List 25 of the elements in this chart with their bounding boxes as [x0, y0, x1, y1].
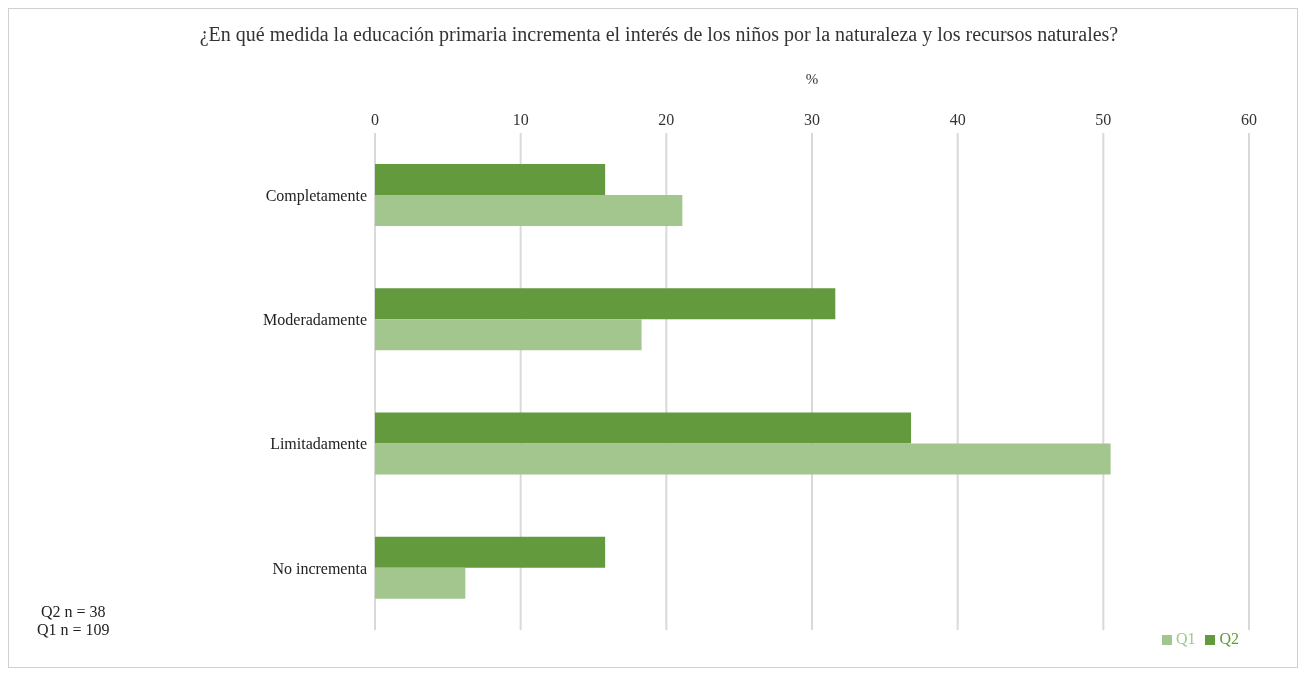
- x-tick-label: 30: [804, 111, 820, 128]
- text: Q1 n = 109: [37, 621, 110, 639]
- bar: [375, 319, 642, 351]
- x-tick-label: 10: [512, 111, 529, 128]
- bar: [375, 412, 912, 444]
- chart-title: ¿En qué medida la educación primaria incrementa el interés de los niños por la naturaleza y los recursos naturales?: [198, 22, 1120, 47]
- bar: [375, 288, 836, 320]
- y-tick-label: Completamente: [265, 186, 367, 205]
- text: Q2 n = 38: [40, 603, 107, 621]
- y-tick-label: Limitadamente: [270, 435, 367, 453]
- y-tick-label: Moderadamente: [263, 311, 367, 329]
- bar: [375, 443, 1111, 475]
- legend-label: Q2: [1219, 630, 1239, 647]
- x-tick-label: 0: [371, 111, 379, 128]
- bar: [375, 567, 466, 599]
- x-tick-label: 20: [658, 111, 675, 128]
- bar: [375, 195, 683, 227]
- x-tick-label: 50: [1095, 111, 1112, 128]
- y-tick-label: No incrementa: [272, 559, 367, 577]
- x-tick-label: 60: [1241, 111, 1257, 128]
- x-tick-label: 40: [949, 111, 966, 128]
- bar: [375, 164, 606, 196]
- bar: [375, 536, 606, 568]
- legend-label: Q1: [1175, 630, 1196, 647]
- x-axis-title: %: [805, 70, 819, 87]
